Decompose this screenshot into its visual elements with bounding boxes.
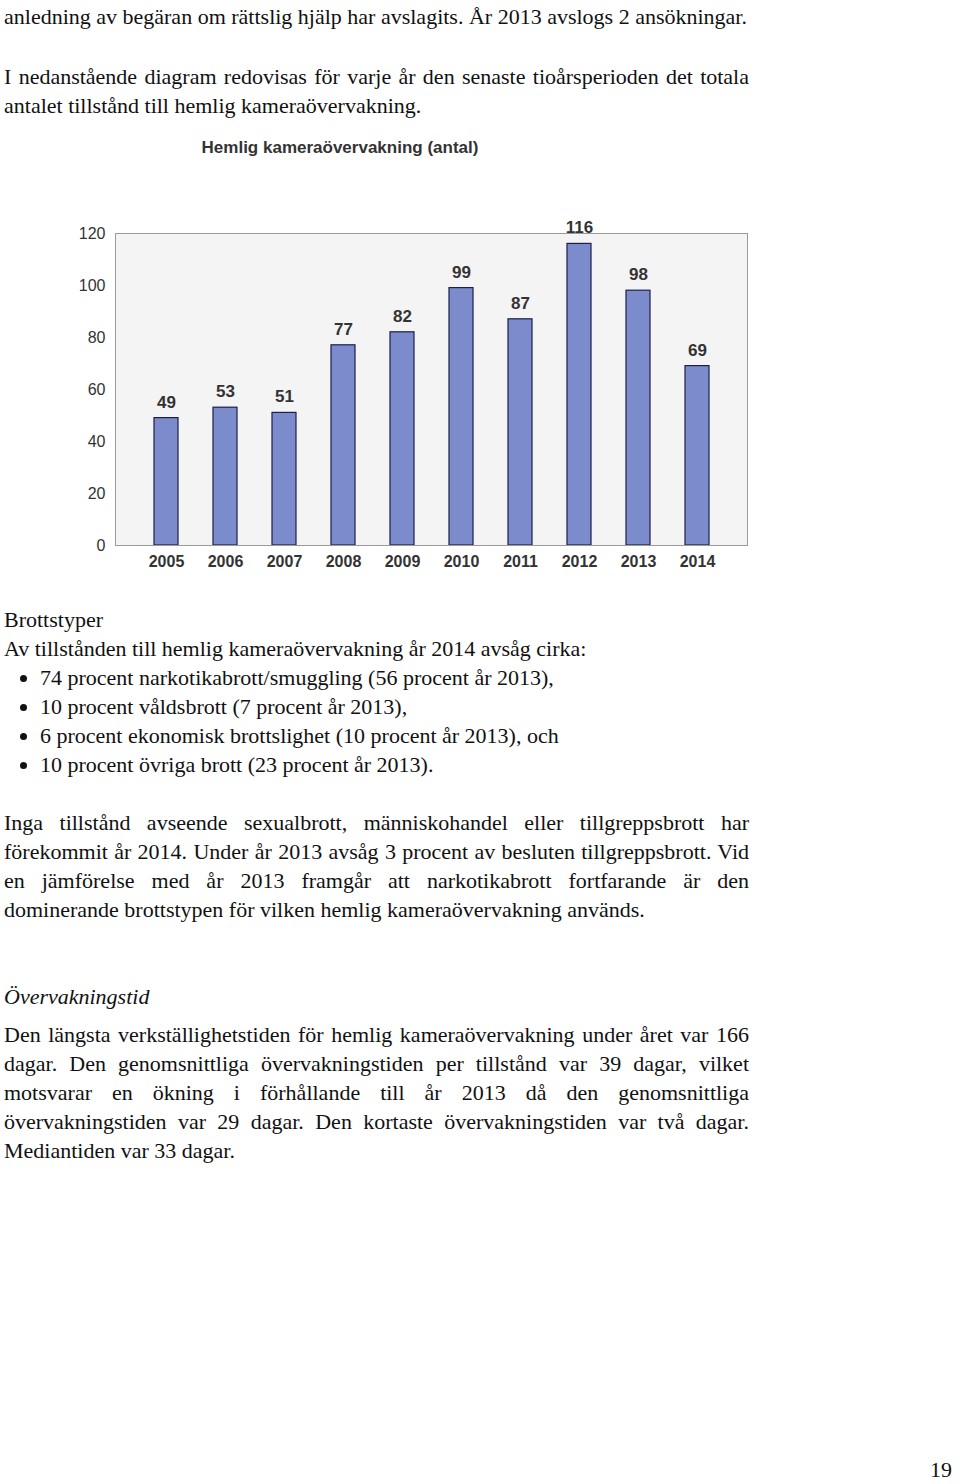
svg-text:2007: 2007 [267,553,303,570]
html-text:Övervakningstid: Övervakningstid [4,984,150,1009]
svg-text:116: 116 [566,218,593,237]
svg-text:2005: 2005 [149,553,185,570]
html-text:anledning av begäran om rättsl: anledning av begäran om rättslig hjälp h… [4,4,747,29]
svg-text:2014: 2014 [680,553,716,570]
svg-text:49: 49 [157,393,176,412]
svg-text:0: 0 [97,537,106,554]
svg-text:2008: 2008 [326,553,362,570]
svg-text:87: 87 [511,294,530,313]
html-text:Hemlig kameraövervakning (anta: Hemlig kameraövervakning (antal) [201,138,479,157]
html-text:6 procent ekonomisk brottsligh: 6 procent ekonomisk brottslighet (10 pro… [40,723,559,748]
svg-text:99: 99 [452,263,471,282]
html-text:10 procent övriga brott (23 pr: 10 procent övriga brott (23 procent år 2… [40,752,434,777]
svg-text:20: 20 [88,485,106,502]
svg-text:40: 40 [88,433,106,450]
svg-text:2012: 2012 [562,553,598,570]
svg-text:2009: 2009 [385,553,421,570]
svg-text:98: 98 [629,265,648,284]
svg-text:77: 77 [334,320,353,339]
svg-text:100: 100 [79,277,106,294]
html-text:Brottstyper: Brottstyper [4,607,103,632]
svg-text:80: 80 [88,329,106,346]
html-text:Av tillstånden till hemlig kam: Av tillstånden till hemlig kameraövervak… [4,636,587,661]
html-text:I nedanstående diagram redovis: I nedanstående diagram redovisas för var… [4,64,749,118]
html-text:10 procent våldsbrott (7 proce: 10 procent våldsbrott (7 procent år 2013… [40,694,408,719]
svg-text:2010: 2010 [444,553,480,570]
html-text:Den längsta verkställighetstid: Den längsta verkställighetstiden för hem… [4,1022,749,1163]
html-text:Inga tillstånd avseende sexual: Inga tillstånd avseende sexualbrott, män… [4,810,749,922]
svg-text:60: 60 [88,381,106,398]
svg-text:51: 51 [275,387,294,406]
svg-text:2011: 2011 [503,553,538,570]
html-text:74 procent narkotikabrott/smug: 74 procent narkotikabrott/smuggling (56 … [40,665,554,690]
svg-text:2013: 2013 [621,553,657,570]
html-text:19: 19 [930,1457,952,1482]
svg-text:2006: 2006 [208,553,244,570]
svg-text:69: 69 [688,341,707,360]
svg-text:120: 120 [79,225,106,242]
svg-text:82: 82 [393,307,412,326]
svg-text:53: 53 [216,382,235,401]
